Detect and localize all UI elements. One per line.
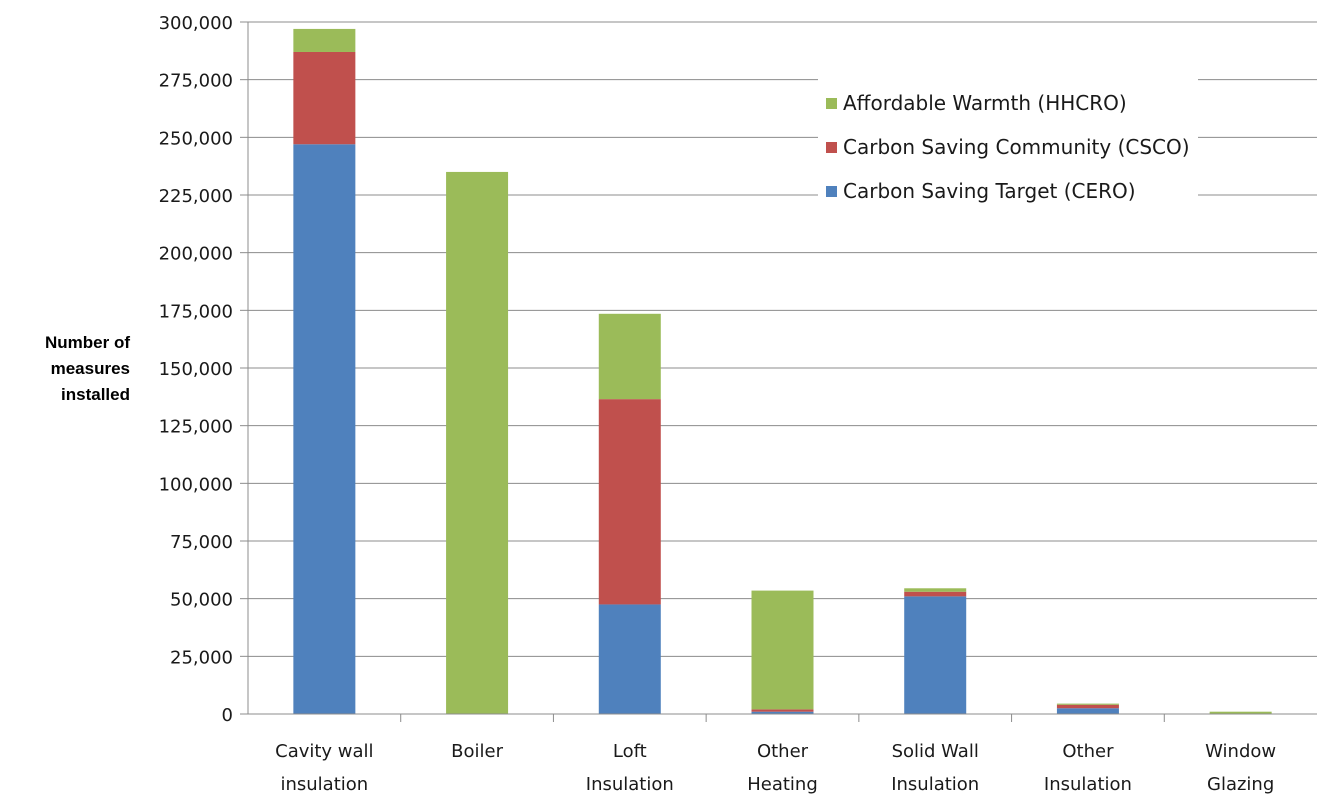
x-tick-label: Solid Wall Insulation (891, 741, 979, 794)
y-tick-label: 300,000 (159, 13, 233, 34)
bar-segment (904, 591, 967, 597)
bar-segment (598, 604, 661, 714)
legend-label: Carbon Saving Target (CERO) (843, 179, 1136, 203)
legend-item: Affordable Warmth (HHCRO) (826, 88, 1190, 118)
x-tick-label: Cavity wall insulation (275, 741, 373, 794)
x-tick-labels: Cavity wall insulation Boiler Loft Insulatio… (275, 741, 1276, 794)
bar-segment (598, 399, 661, 605)
legend: Affordable Warmth (HHCRO) Carbon Saving … (818, 70, 1198, 224)
y-tick-labels: 0 25,000 50,000 75,000 100,000 125,000 150,000… (159, 13, 233, 726)
bar-segment (751, 711, 814, 714)
y-tick-label: 175,000 (159, 301, 233, 322)
legend-label: Carbon Saving Community (CSCO) (843, 135, 1190, 159)
legend-item: Carbon Saving Target (CERO) (826, 176, 1190, 206)
legend-item: Carbon Saving Community (CSCO) (826, 132, 1190, 162)
bar-segment (293, 51, 356, 145)
bar-segment (1056, 708, 1119, 714)
y-tick-label: 150,000 (159, 359, 233, 380)
y-tick-label: 100,000 (159, 474, 233, 495)
legend-swatch (826, 185, 837, 197)
bars (293, 28, 1272, 715)
y-tick-label: 200,000 (159, 244, 233, 265)
legend-swatch (826, 141, 837, 153)
y-axis-title: Number of measures installed (0, 330, 130, 408)
x-tick-label: Loft Insulation (586, 741, 674, 794)
legend-swatch (826, 97, 837, 109)
bar-segment (293, 28, 356, 52)
y-axis-title-line: Number of (45, 333, 130, 352)
y-tick-label: 50,000 (170, 590, 233, 611)
y-tick-label: 225,000 (159, 186, 233, 207)
bar-segment (446, 171, 509, 714)
bar-segment (1056, 703, 1119, 705)
x-tick-label: Other Heating (747, 741, 818, 794)
y-tick-label: 275,000 (159, 71, 233, 92)
bar-segment (904, 596, 967, 714)
y-tick-label: 0 (222, 705, 233, 726)
y-tick-label: 250,000 (159, 128, 233, 149)
x-tick-label: Boiler (451, 741, 503, 762)
bar-segment (1209, 711, 1272, 714)
y-axis-title-line: installed (61, 385, 130, 404)
legend-label: Affordable Warmth (HHCRO) (843, 91, 1127, 115)
bar-segment (751, 709, 814, 712)
y-axis-title-line: measures (50, 359, 130, 378)
y-tick-label: 75,000 (170, 532, 233, 553)
x-tick-label: Window Glazing (1205, 741, 1276, 794)
x-tick-label: Other Insulation (1044, 741, 1132, 794)
axes (240, 21, 1317, 722)
y-tick-label: 125,000 (159, 417, 233, 438)
bar-segment (598, 313, 661, 400)
y-tick-label: 25,000 (170, 647, 233, 668)
bar-segment (293, 144, 356, 715)
bar-segment (904, 588, 967, 592)
bar-segment (751, 590, 814, 710)
bar-segment (1056, 704, 1119, 709)
